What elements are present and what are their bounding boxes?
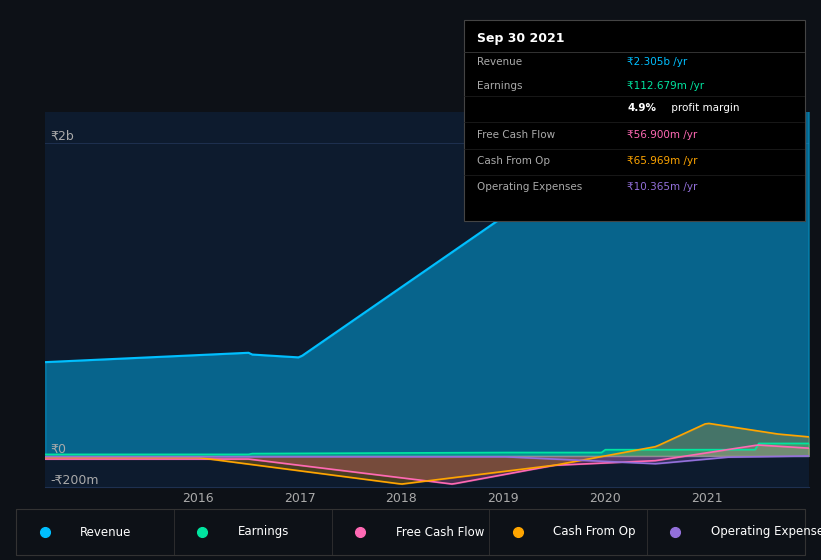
Text: ₹0: ₹0 <box>50 443 67 456</box>
Text: ₹2.305b /yr: ₹2.305b /yr <box>627 57 688 67</box>
Text: profit margin: profit margin <box>668 103 740 113</box>
FancyBboxPatch shape <box>16 510 805 554</box>
Text: ₹2b: ₹2b <box>50 130 74 143</box>
Text: Sep 30 2021: Sep 30 2021 <box>478 32 565 45</box>
FancyBboxPatch shape <box>464 20 805 221</box>
Text: ₹112.679m /yr: ₹112.679m /yr <box>627 81 704 91</box>
Text: Earnings: Earnings <box>478 81 523 91</box>
Text: Cash From Op: Cash From Op <box>478 156 551 166</box>
Text: ₹56.900m /yr: ₹56.900m /yr <box>627 129 698 139</box>
Text: Cash From Op: Cash From Op <box>553 525 635 539</box>
Text: Revenue: Revenue <box>478 57 523 67</box>
Text: 4.9%: 4.9% <box>627 103 657 113</box>
Text: ₹10.365m /yr: ₹10.365m /yr <box>627 182 698 192</box>
Text: -₹200m: -₹200m <box>50 474 99 487</box>
Text: Operating Expenses: Operating Expenses <box>478 182 583 192</box>
Text: Free Cash Flow: Free Cash Flow <box>478 129 556 139</box>
Text: Operating Expenses: Operating Expenses <box>711 525 821 539</box>
Text: Free Cash Flow: Free Cash Flow <box>396 525 484 539</box>
Text: Revenue: Revenue <box>80 525 131 539</box>
Text: ₹65.969m /yr: ₹65.969m /yr <box>627 156 698 166</box>
Text: Earnings: Earnings <box>238 525 289 539</box>
